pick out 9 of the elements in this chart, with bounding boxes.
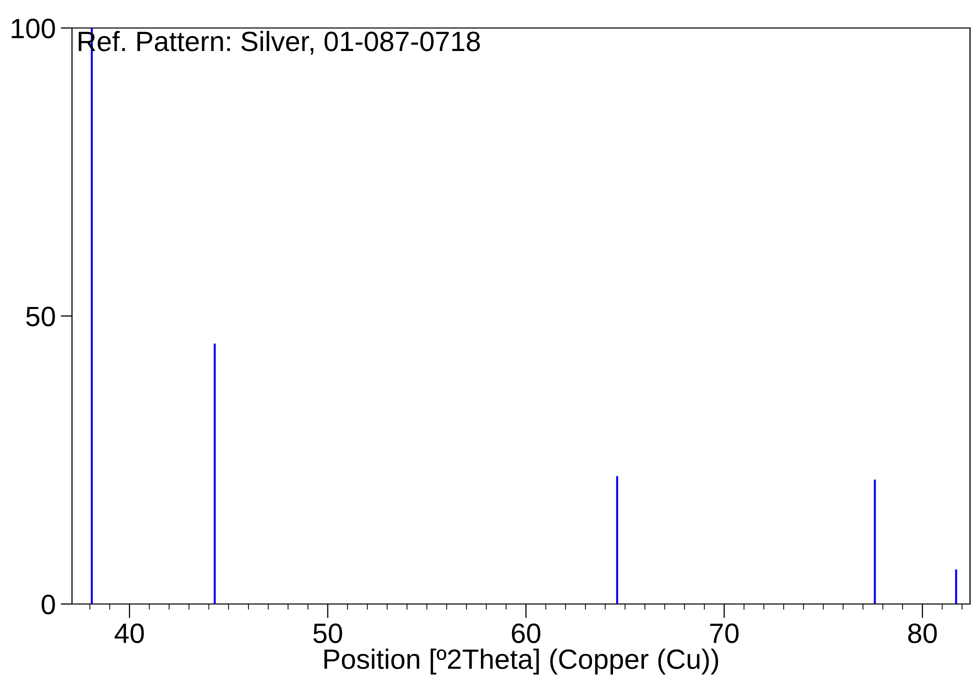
x-tick-label: 70 bbox=[710, 623, 739, 644]
x-axis-title: Position [º2Theta] (Copper (Cu)) bbox=[324, 648, 718, 675]
y-tick-label: 50 bbox=[26, 306, 55, 326]
x-tick-label: 80 bbox=[908, 623, 937, 644]
y-tick-label: 100 bbox=[12, 18, 55, 38]
x-tick-label: 60 bbox=[512, 623, 540, 644]
y-tick-label: 0 bbox=[42, 594, 55, 614]
x-tick-label: 50 bbox=[313, 623, 342, 644]
x-tick-label: 40 bbox=[114, 623, 144, 644]
